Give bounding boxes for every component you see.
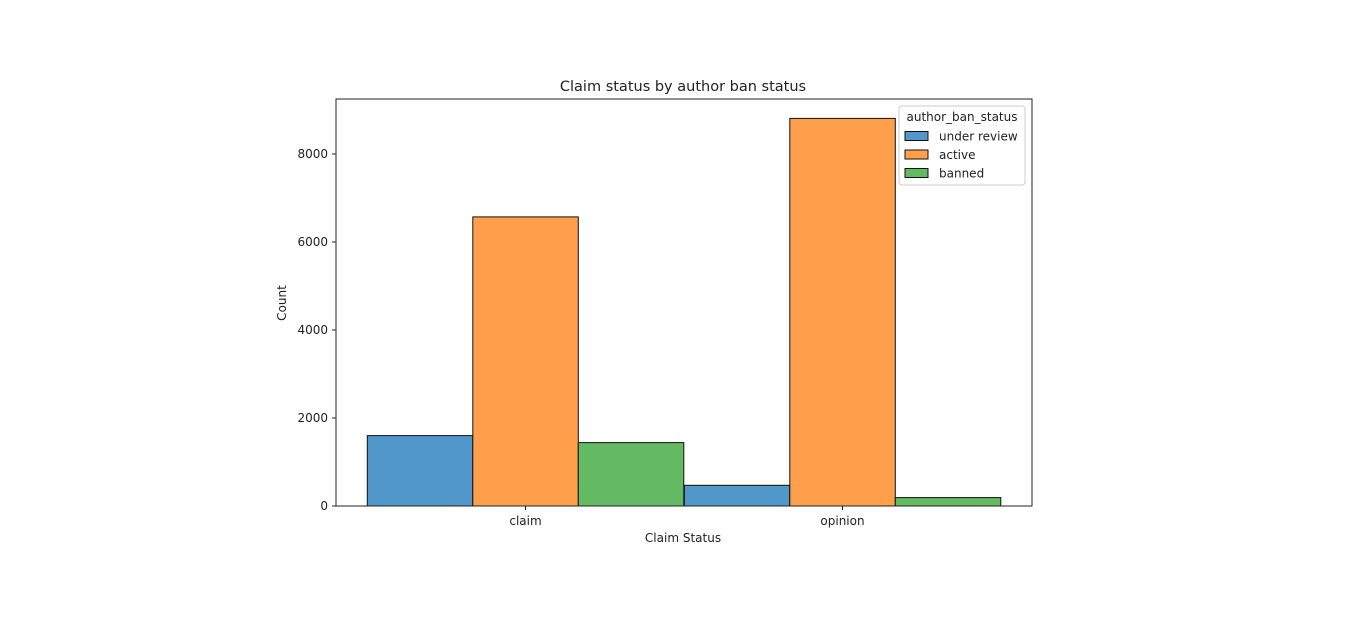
chart-title: Claim status by author ban status: [560, 79, 806, 95]
y-tick-label: 6000: [297, 235, 328, 249]
x-axis-label: Claim Status: [645, 531, 721, 545]
y-tick-label: 8000: [297, 147, 328, 161]
bar-active-opinion: [789, 117, 896, 507]
x-tick-label: opinion: [820, 514, 864, 528]
bar-under-review-claim: [366, 435, 474, 507]
bars-layer: [366, 117, 1002, 507]
y-tick-label: 4000: [297, 323, 328, 337]
plot-frame: [335, 98, 1033, 507]
legend-label: banned: [939, 167, 984, 181]
bar-banned-claim: [577, 442, 685, 507]
legend-title: author_ban_status: [907, 110, 1018, 124]
x-axis: claim opinion: [509, 506, 865, 528]
bar-under-review-opinion: [683, 484, 791, 507]
bar-active-claim: [472, 216, 579, 507]
legend-label: under review: [939, 130, 1018, 144]
legend-swatch-under-review: [904, 131, 929, 141]
y-tick-label: 2000: [297, 411, 328, 425]
legend-box: [898, 105, 1026, 186]
bar-banned-opinion: [894, 497, 1002, 507]
y-axis: 0 2000 4000 6000 8000: [297, 147, 336, 513]
legend-label: active: [939, 148, 975, 162]
x-tick-label: claim: [509, 514, 541, 528]
y-tick-label: 0: [320, 499, 328, 513]
legend-swatch-active: [904, 149, 929, 160]
legend-swatch-banned: [904, 168, 929, 178]
y-axis-label: Count: [275, 285, 289, 321]
